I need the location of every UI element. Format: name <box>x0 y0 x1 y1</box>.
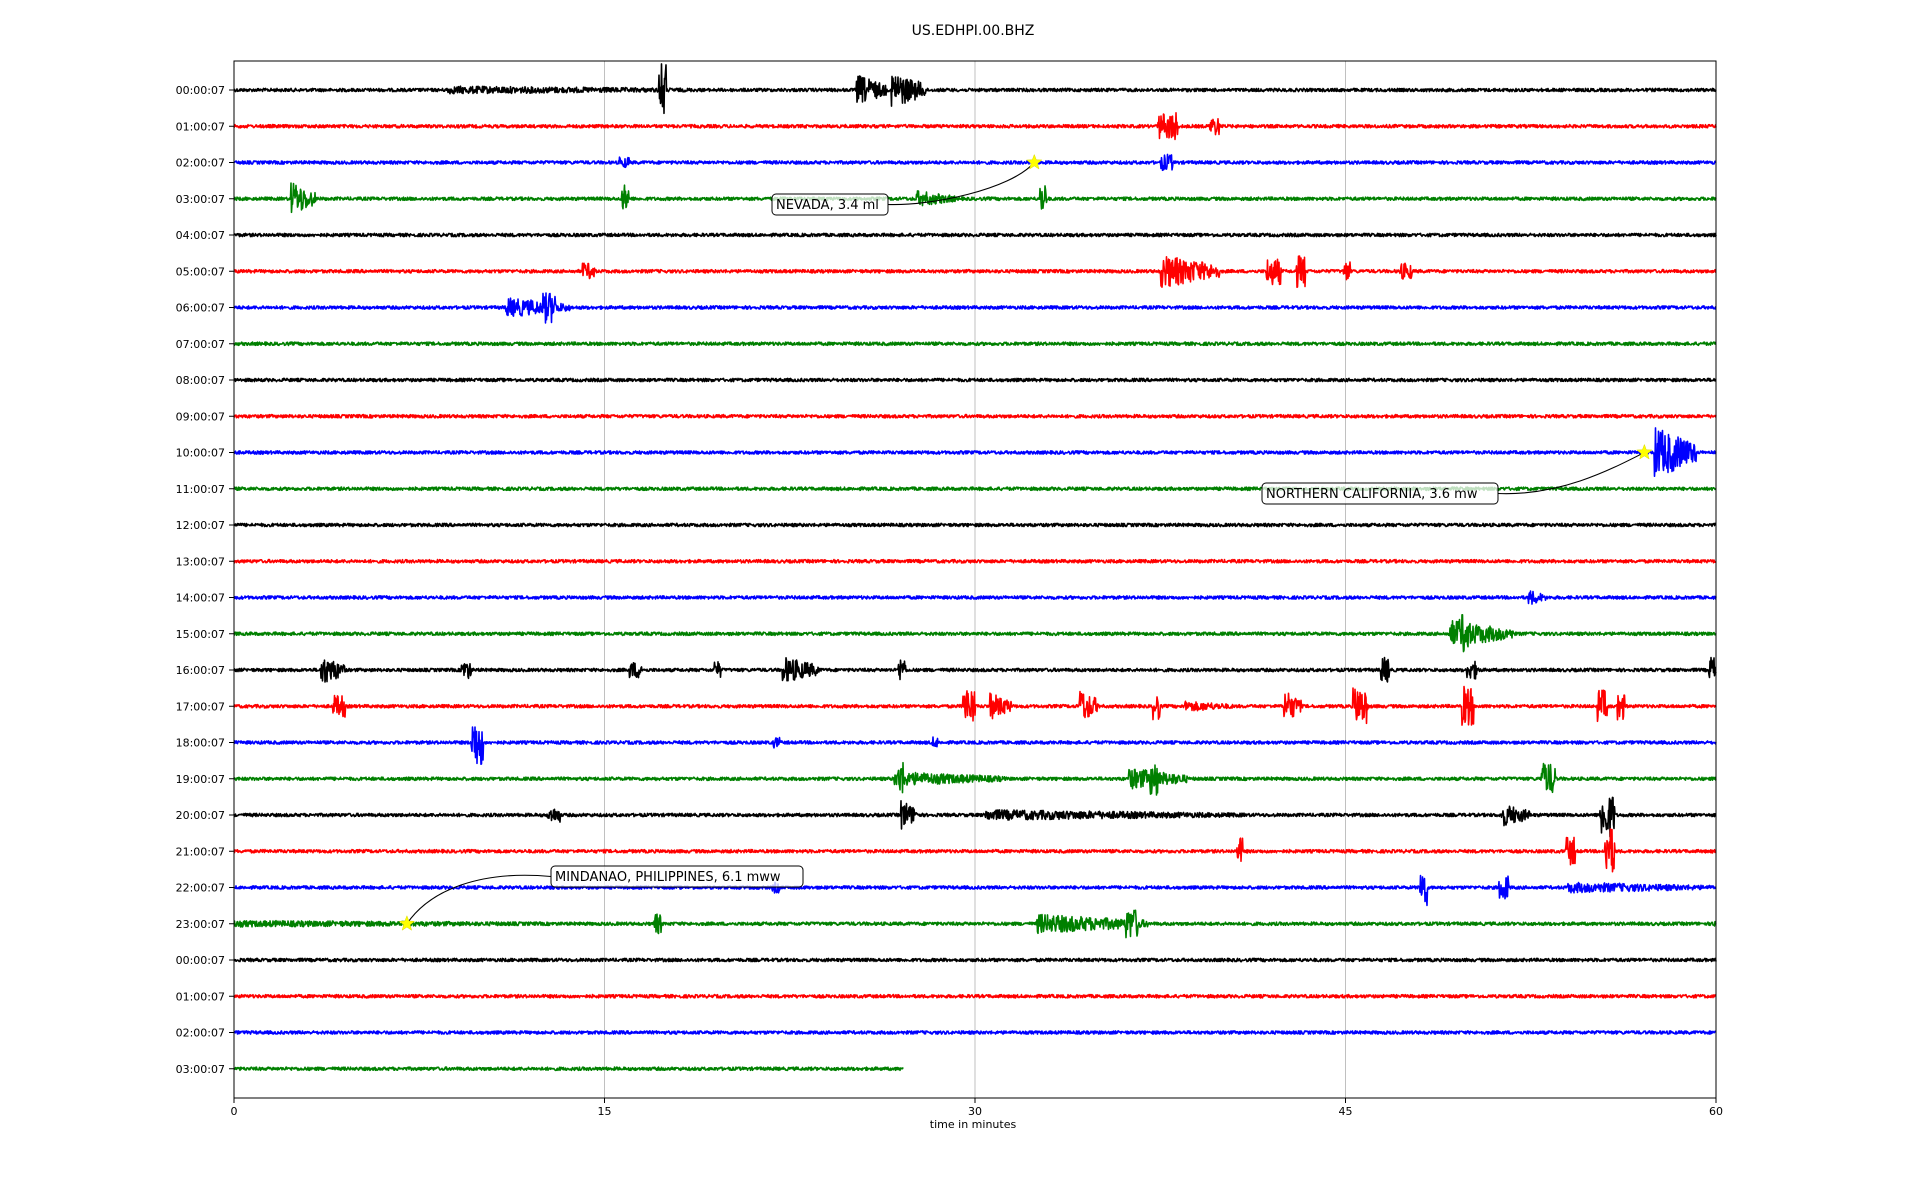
annotation-connector <box>887 162 1035 206</box>
row-time-label: 02:00:07 <box>176 1027 225 1040</box>
row-time-label: 14:00:07 <box>176 592 225 605</box>
trace-line <box>233 427 1717 477</box>
row-time-label: 12:00:07 <box>176 519 225 532</box>
trace-line <box>233 957 1717 963</box>
x-tick-label: 30 <box>968 1105 982 1118</box>
trace-line <box>233 292 1717 324</box>
row-time-label: 03:00:07 <box>176 1063 225 1076</box>
row-time-label: 02:00:07 <box>176 157 225 170</box>
chart-title: US.EDHPI.00.BHZ <box>912 23 1035 39</box>
trace-line <box>233 558 1717 564</box>
x-tick-label: 0 <box>231 1105 238 1118</box>
trace-line <box>233 685 1717 726</box>
trace-line <box>233 761 1717 796</box>
annotation-box <box>771 193 889 216</box>
trace-line <box>233 112 1717 141</box>
trace-line <box>233 255 1717 288</box>
row-time-label: 16:00:07 <box>176 664 225 677</box>
trace-line <box>233 232 1717 238</box>
row-time-label: 03:00:07 <box>176 193 225 206</box>
vertical-grid <box>604 61 1346 1098</box>
row-time-label: 13:00:07 <box>176 555 225 568</box>
annotation-connector <box>406 874 552 925</box>
trace-line <box>233 413 1717 419</box>
row-labels: 00:00:07 01:00:07 02:00:07 03:00:07 04:00:07… <box>176 84 234 1076</box>
trace-line <box>233 377 1717 383</box>
star-icon <box>1636 443 1653 460</box>
trace-line <box>233 1030 1717 1035</box>
annotation-connector <box>1497 452 1645 495</box>
trace-line <box>233 656 1717 683</box>
star-icon <box>398 915 416 931</box>
trace-line <box>233 182 1717 214</box>
annotation-box <box>1261 482 1499 505</box>
row-time-label: 05:00:07 <box>176 265 225 278</box>
trace-line <box>233 153 1717 172</box>
row-time-label: 20:00:07 <box>176 809 225 822</box>
trace-line <box>233 590 1717 605</box>
trace-line <box>233 874 1717 907</box>
annotation-box <box>550 865 804 888</box>
event-annotation: MINDANAO, PHILIPPINES, 6.1 mww <box>398 865 804 931</box>
row-time-label: 19:00:07 <box>176 773 225 786</box>
x-axis-label: time in minutes <box>930 1118 1017 1131</box>
row-time-label: 00:00:07 <box>176 84 225 97</box>
row-time-label: 04:00:07 <box>176 229 225 242</box>
row-time-label: 00:00:07 <box>176 954 225 967</box>
trace-line <box>233 726 1717 765</box>
row-time-label: 10:00:07 <box>176 447 225 460</box>
x-tick-label: 45 <box>1339 1105 1353 1118</box>
trace-line <box>233 341 1717 347</box>
row-time-label: 09:00:07 <box>176 410 225 423</box>
annotation-label: NEVADA, 3.4 ml <box>776 198 879 213</box>
annotation-label: MINDANAO, PHILIPPINES, 6.1 mww <box>555 870 781 885</box>
row-time-label: 07:00:07 <box>176 338 225 351</box>
event-annotation: NEVADA, 3.4 ml <box>771 153 1043 216</box>
row-time-label: 08:00:07 <box>176 374 225 387</box>
row-time-label: 15:00:07 <box>176 628 225 641</box>
trace-line <box>233 993 1717 999</box>
event-annotation: NORTHERN CALIFORNIA, 3.6 mw <box>1261 443 1653 505</box>
x-tick-label: 15 <box>598 1105 612 1118</box>
row-time-label: 18:00:07 <box>176 737 225 750</box>
seismic-traces <box>233 63 1717 1072</box>
trace-line <box>233 796 1717 838</box>
trace-line <box>233 522 1717 528</box>
trace-line <box>233 63 1717 115</box>
trace-line <box>233 614 1717 653</box>
x-tick-label: 60 <box>1709 1105 1723 1118</box>
row-time-label: 06:00:07 <box>176 302 225 315</box>
row-time-label: 23:00:07 <box>176 918 225 931</box>
row-time-label: 01:00:07 <box>176 990 225 1003</box>
event-markers: NEVADA, 3.4 ml NORTHERN CALIFORNIA, 3.6 m… <box>398 153 1653 931</box>
annotation-label: NORTHERN CALIFORNIA, 3.6 mw <box>1266 487 1478 502</box>
trace-line <box>233 909 1717 939</box>
row-time-label: 01:00:07 <box>176 120 225 133</box>
row-time-label: 11:00:07 <box>176 483 225 496</box>
row-time-label: 17:00:07 <box>176 700 225 713</box>
x-axis: 0 15 30 45 60 <box>231 1098 1723 1118</box>
trace-line <box>233 828 1717 873</box>
row-time-label: 22:00:07 <box>176 882 225 895</box>
row-time-label: 21:00:07 <box>176 845 225 858</box>
star-icon <box>1026 153 1043 170</box>
trace-line <box>233 1066 904 1072</box>
